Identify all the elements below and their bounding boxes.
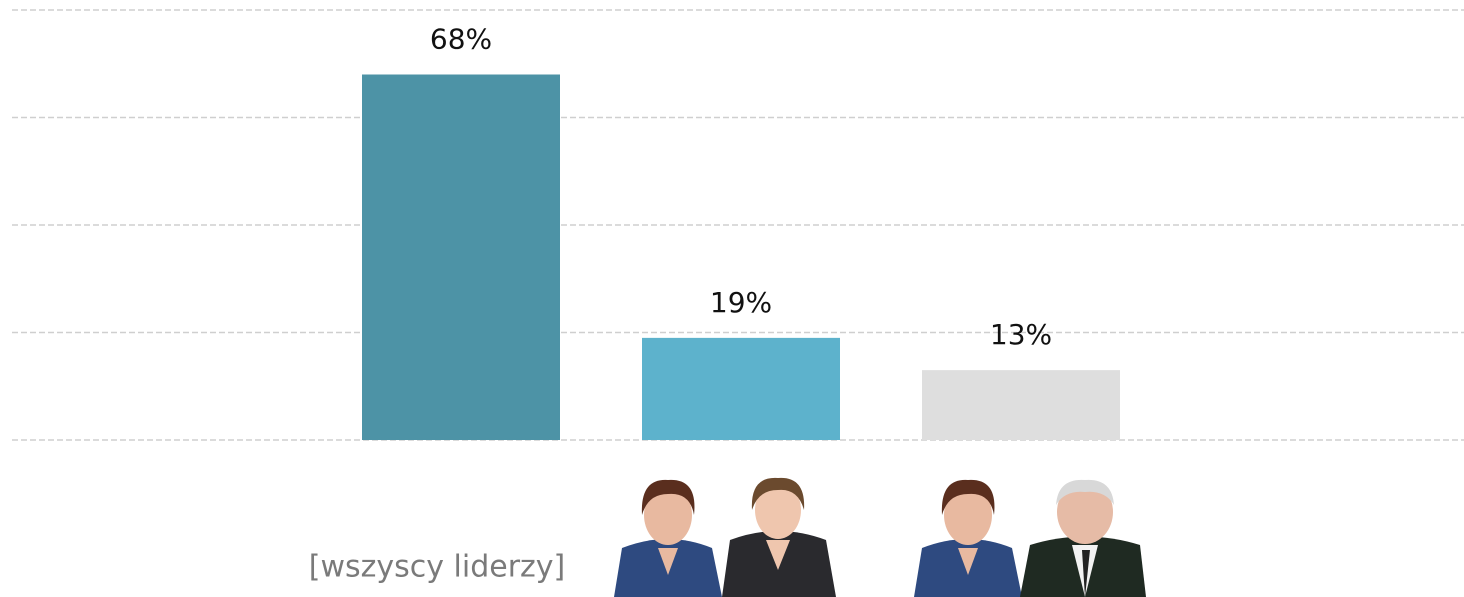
- chart: 68% [wszyscy liderzy] 19% 13%: [0, 0, 1464, 597]
- photo: [1020, 480, 1146, 597]
- page: 68% [wszyscy liderzy] 19% 13%: [0, 0, 1464, 597]
- value-label: 68%: [430, 23, 492, 56]
- bar: [922, 370, 1120, 440]
- leader-photos: [612, 475, 1146, 597]
- value-label: 13%: [990, 318, 1052, 351]
- photo: [612, 475, 724, 597]
- bar: [642, 338, 840, 440]
- photo: [722, 478, 836, 597]
- x-tick-label: [wszyscy liderzy]: [309, 550, 566, 585]
- bar: [362, 75, 560, 441]
- photo: [914, 480, 1022, 597]
- value-label: 19%: [710, 286, 772, 319]
